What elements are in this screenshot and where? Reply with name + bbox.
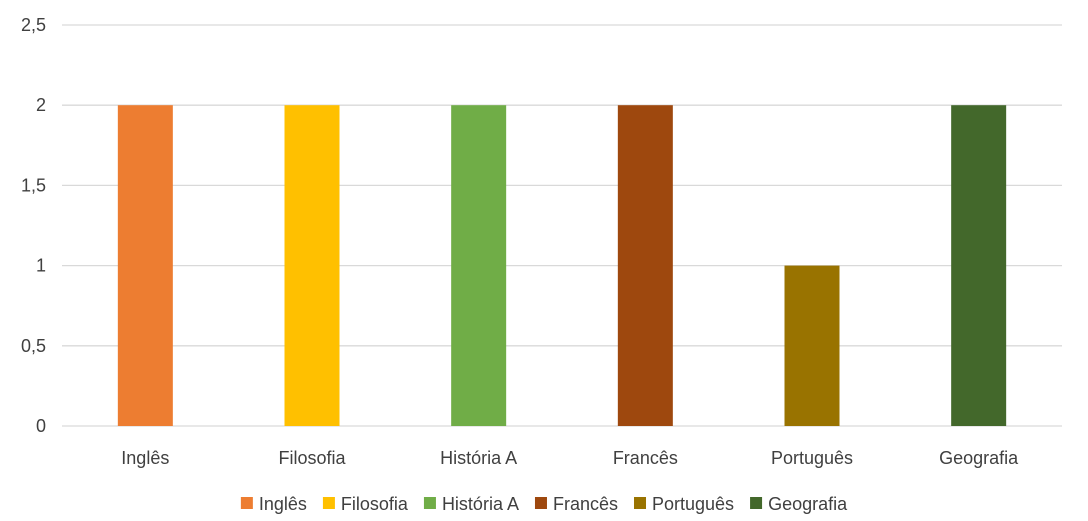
legend-swatch bbox=[423, 497, 436, 509]
legend: Inglês Filosofia História A Francês Portuguê… bbox=[240, 494, 848, 514]
y-axis-tick-labels: 0 0,5 1 1,5 2 2,5 bbox=[21, 15, 46, 436]
bar-2 bbox=[451, 105, 507, 426]
x-tick-label: Geografia bbox=[939, 448, 1019, 468]
y-tick-label: 1 bbox=[36, 256, 46, 276]
y-tick-label: 0,5 bbox=[21, 336, 46, 356]
legend-label: Português bbox=[652, 494, 734, 514]
x-tick-label: Português bbox=[771, 448, 853, 468]
x-tick-label: Filosofia bbox=[278, 448, 346, 468]
bar-4 bbox=[784, 265, 840, 426]
legend-label: Filosofia bbox=[341, 494, 409, 514]
legend-label: Francês bbox=[553, 494, 618, 514]
bars bbox=[117, 105, 1007, 426]
gridlines bbox=[62, 24, 1062, 427]
legend-label: Geografia bbox=[768, 494, 848, 514]
x-tick-label: Francês bbox=[613, 448, 678, 468]
x-tick-label: História A bbox=[440, 448, 517, 468]
y-tick-label: 2,5 bbox=[21, 15, 46, 35]
x-tick-label: Inglês bbox=[121, 448, 169, 468]
y-tick-label: 2 bbox=[36, 95, 46, 115]
bar-3 bbox=[617, 105, 673, 426]
y-tick-label: 0 bbox=[36, 416, 46, 436]
legend-swatch bbox=[322, 497, 335, 509]
legend-swatch bbox=[534, 497, 547, 509]
legend-label: História A bbox=[442, 494, 519, 514]
legend-swatch bbox=[240, 497, 253, 509]
x-axis-tick-labels: Inglês Filosofia História A Francês Portuguê… bbox=[121, 448, 1019, 468]
bar-0 bbox=[117, 105, 173, 426]
y-tick-label: 1,5 bbox=[21, 175, 46, 195]
legend-label: Inglês bbox=[259, 494, 307, 514]
bar-1 bbox=[284, 105, 340, 426]
legend-swatch bbox=[750, 497, 763, 509]
bar-5 bbox=[951, 105, 1007, 426]
legend-swatch bbox=[634, 497, 647, 509]
